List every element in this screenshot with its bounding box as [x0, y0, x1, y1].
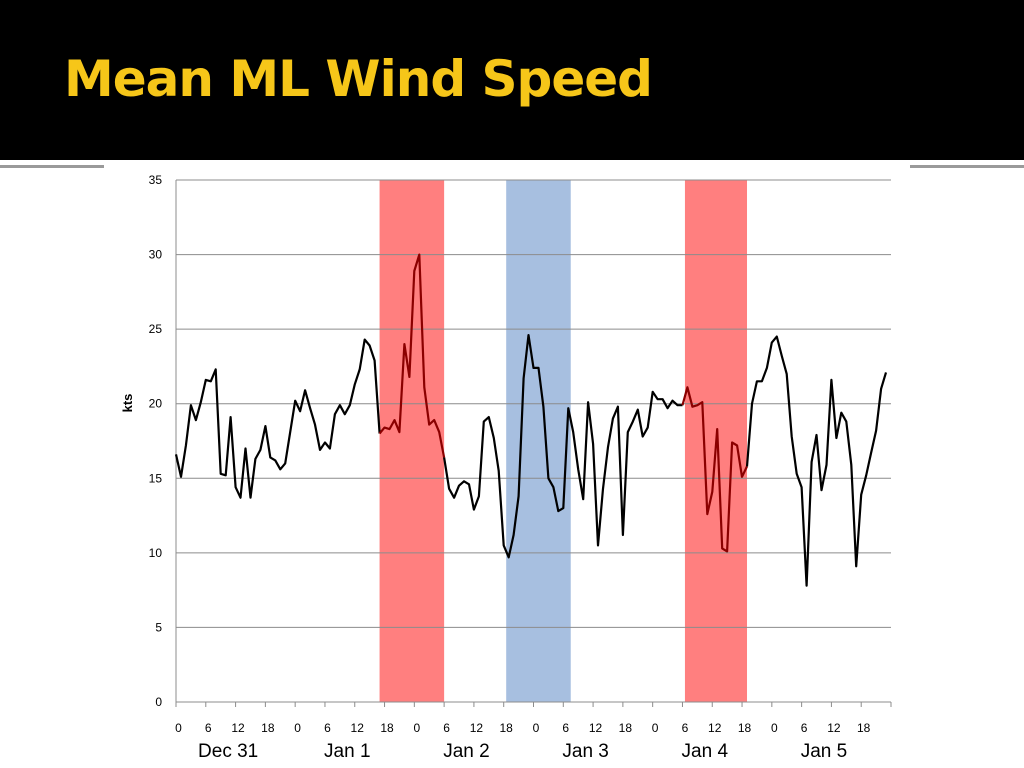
- series-line-segment: [174, 338, 381, 499]
- x-tick-label: 6: [205, 721, 212, 735]
- x-tick-label: 6: [682, 721, 689, 735]
- y-tick-0: 0: [155, 695, 162, 709]
- y-tick-labels: 0 5 10 15 20 25 30 35: [149, 173, 163, 709]
- slide-title: Mean ML Wind Speed: [64, 50, 653, 108]
- x-tick-label: 6: [443, 721, 450, 735]
- x-tick-label: 18: [857, 721, 871, 735]
- y-tick-5: 5: [155, 620, 162, 634]
- x-tick-label: 12: [589, 721, 603, 735]
- x-tick-label: 0: [652, 721, 659, 735]
- x-tick-label: 12: [351, 721, 365, 735]
- axes: [175, 180, 892, 707]
- slide-header: Mean ML Wind Speed: [0, 0, 1024, 160]
- day-labels: Dec 31 Jan 1 Jan 2 Jan 3 Jan 4 Jan 5: [198, 741, 847, 762]
- y-axis-label: kts: [120, 394, 135, 413]
- y-tick-35: 35: [149, 173, 163, 187]
- x-tick-labels: 0 6 12 18 0 6 12 18 0 6 12 18 0 6 12 18 0 6 12 18 0 6 12 18: [175, 721, 871, 735]
- x-tick-label: 6: [562, 721, 569, 735]
- series-line-segment: [443, 334, 683, 559]
- x-tick-label: 18: [500, 721, 514, 735]
- day-label: Jan 2: [443, 741, 489, 762]
- y-tick-15: 15: [149, 471, 163, 485]
- x-tick-label: 0: [771, 721, 778, 735]
- shaded-periods: [379, 180, 748, 702]
- day-label: Jan 5: [801, 741, 847, 762]
- day-label: Jan 3: [562, 741, 608, 762]
- x-tick-label: 6: [801, 721, 808, 735]
- x-tick-label: 6: [324, 721, 331, 735]
- x-tick-label: 12: [470, 721, 484, 735]
- shaded-period-1: [379, 180, 445, 702]
- series-line-segment-shaded: [681, 386, 748, 553]
- x-tick-label: 0: [294, 721, 301, 735]
- gridlines: [176, 179, 891, 628]
- x-tick-label: 18: [738, 721, 752, 735]
- y-tick-20: 20: [149, 397, 163, 411]
- series-line-segment: [745, 335, 888, 587]
- x-tick-label: 18: [261, 721, 275, 735]
- x-tick-label: 12: [231, 721, 245, 735]
- x-tick-label: 0: [413, 721, 420, 735]
- series-line-segment-shaded: [378, 253, 446, 458]
- x-tick-label: 12: [708, 721, 722, 735]
- y-tick-30: 30: [149, 248, 163, 262]
- x-tick-label: 18: [619, 721, 633, 735]
- y-tick-25: 25: [149, 322, 163, 336]
- divider-left: [0, 165, 104, 168]
- y-tick-10: 10: [149, 546, 163, 560]
- x-tick-label: 0: [175, 721, 182, 735]
- shaded-period-2: [506, 180, 571, 702]
- x-tick-label: 0: [533, 721, 540, 735]
- divider-right: [910, 165, 1024, 168]
- day-label: Jan 4: [682, 741, 729, 762]
- day-label: Jan 1: [324, 741, 370, 762]
- day-label: Dec 31: [198, 741, 258, 762]
- x-tick-label: 12: [827, 721, 841, 735]
- wind-speed-series: [174, 253, 888, 587]
- x-tick-label: 18: [380, 721, 394, 735]
